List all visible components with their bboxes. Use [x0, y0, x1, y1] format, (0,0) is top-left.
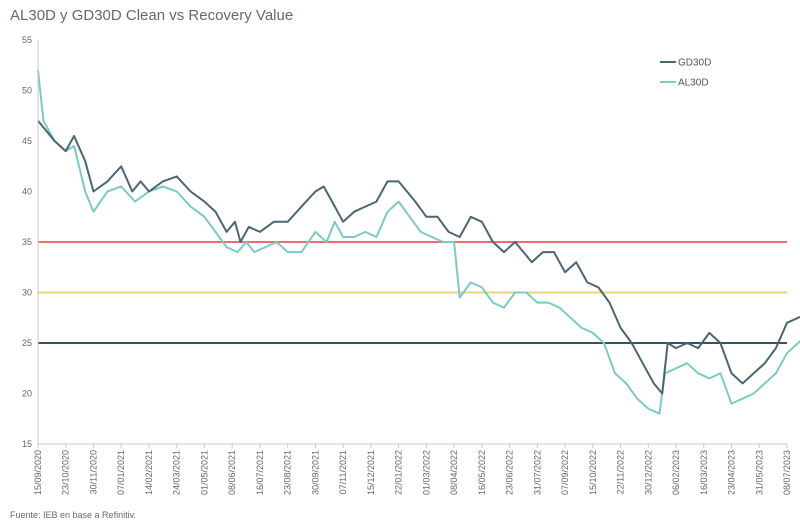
- x-tick-label: 31/07/2022: [532, 450, 542, 495]
- x-tick-label: 07/11/2021: [338, 450, 348, 494]
- x-tick-label: 08/06/2021: [227, 450, 237, 495]
- x-tick-label: 16/07/2021: [255, 450, 265, 495]
- x-tick-label: 01/05/2021: [199, 450, 209, 495]
- x-tick-label: 07/01/2021: [116, 450, 126, 495]
- x-tick-label: 15/09/2020: [33, 450, 43, 495]
- x-tick-label: 22/01/2022: [394, 450, 404, 495]
- x-tick-label: 08/04/2022: [449, 450, 459, 495]
- y-tick-label: 55: [22, 35, 32, 45]
- y-tick-label: 50: [22, 86, 32, 96]
- x-tick-label: 23/08/2021: [283, 450, 293, 495]
- x-tick-label: 07/09/2022: [560, 450, 570, 495]
- x-tick-label: 16/05/2022: [477, 450, 487, 495]
- x-tick-label: 15/10/2022: [588, 450, 598, 495]
- x-tick-label: 15/12/2021: [366, 450, 376, 495]
- x-tick-label: 23/06/2022: [505, 450, 515, 495]
- x-tick-label: 14/02/2021: [144, 450, 154, 495]
- x-tick-label: 23/04/2023: [727, 450, 737, 495]
- x-tick-label: 08/07/2023: [782, 450, 792, 495]
- y-tick-label: 25: [22, 338, 32, 348]
- reference-lines: [38, 241, 787, 344]
- x-tick-label: 06/02/2023: [671, 450, 681, 495]
- x-tick-label: 24/03/2021: [172, 450, 182, 495]
- series-lines: [37, 70, 800, 415]
- legend-label: GD30D: [678, 58, 711, 69]
- chart-title: AL30D y GD30D Clean vs Recovery Value: [10, 7, 294, 24]
- x-axis: 15/09/2020 23/10/2020 30/11/2020 07/01/2021…: [33, 443, 792, 495]
- x-tick-label: 30/12/2022: [643, 450, 653, 495]
- x-tick-label: 01/03/2022: [421, 450, 431, 495]
- y-tick-label: 35: [22, 237, 32, 247]
- y-tick-label: 45: [22, 136, 32, 146]
- x-tick-label: 22/11/2022: [616, 450, 626, 494]
- x-tick-label: 31/05/2023: [754, 450, 764, 495]
- x-tick-label: 30/09/2021: [310, 450, 320, 495]
- y-tick-label: 40: [22, 187, 32, 197]
- y-axis: 15 20 25 30 35 40 45 50 55: [22, 35, 39, 449]
- series-line-al30d: [37, 70, 800, 415]
- legend-label: AL30D: [678, 78, 709, 89]
- series-line-gd30d: [37, 120, 800, 395]
- y-tick-label: 30: [22, 288, 32, 298]
- y-tick-label: 20: [22, 389, 32, 399]
- x-tick-label: 23/10/2020: [61, 450, 71, 495]
- legend: GD30D AL30D: [660, 58, 711, 89]
- x-tick-label: 30/11/2020: [88, 450, 98, 494]
- x-tick-label: 16/03/2023: [699, 450, 709, 495]
- y-tick-label: 15: [22, 439, 32, 449]
- source-note: Fuente: IEB en base a Refinitiv.: [10, 510, 136, 520]
